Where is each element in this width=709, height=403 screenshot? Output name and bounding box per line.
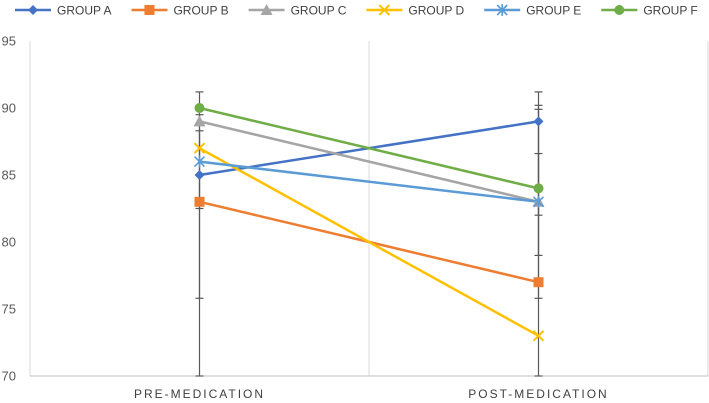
legend-item-group-c: GROUP C: [248, 4, 347, 18]
y-tick-label: 85: [2, 168, 16, 183]
series-markers: [193, 103, 545, 342]
series-line-group-e: [199, 160, 539, 204]
legend-marker: [28, 5, 38, 15]
data-point-group-e: [193, 155, 206, 168]
legend-item-group-d: GROUP D: [366, 4, 465, 18]
data-point-group-d: [193, 142, 206, 154]
data-point-group-a: [533, 116, 544, 127]
y-tick-label: 75: [2, 302, 16, 317]
series-lines: [198, 106, 540, 337]
series-line-group-c: [199, 120, 539, 204]
legend-marker: [144, 5, 155, 15]
x-category-label: PRE-MEDICATION: [134, 387, 265, 401]
x-category-label: POST-MEDICATION: [468, 387, 608, 401]
y-tick-label: 80: [2, 235, 16, 250]
y-axis-tick-labels: 70 75 80 85 90 95: [2, 34, 16, 384]
y-tick-label: 70: [2, 369, 16, 384]
legend-label: GROUP C: [291, 4, 347, 18]
marker-stroke: [532, 330, 545, 342]
legend-item-group-a: GROUP A: [15, 4, 111, 18]
y-tick-label: 95: [2, 34, 16, 49]
legend-label: GROUP B: [173, 4, 228, 18]
data-point-group-f: [194, 103, 205, 113]
data-point-group-b: [194, 196, 205, 207]
legend-item-group-b: GROUP B: [131, 4, 229, 18]
data-point-group-e: [532, 195, 545, 208]
legend-marker: [260, 4, 273, 15]
marker-stroke: [378, 4, 391, 16]
legend-label: GROUP D: [408, 4, 464, 18]
series-line-group-d: [198, 147, 540, 337]
x-axis-category-labels: PRE-MEDICATION POST-MEDICATION: [134, 387, 608, 401]
legend-item-group-e: GROUP E: [484, 4, 581, 18]
grid-lines: [29, 41, 709, 376]
y-tick-label: 90: [2, 101, 16, 116]
legend-item-group-f: GROUP F: [601, 4, 698, 18]
data-point-group-f: [533, 183, 544, 194]
legend: GROUP A GROUP B GROUP C GROUP D GROUP E GROUP…: [15, 4, 698, 18]
legend-marker: [378, 4, 391, 16]
legend-marker: [496, 4, 508, 16]
series-line-group-f: [199, 106, 539, 190]
data-point-group-d: [532, 330, 545, 342]
marker-stroke: [193, 142, 206, 154]
data-point-group-b: [533, 277, 544, 288]
data-point-group-c: [193, 115, 206, 127]
legend-label: GROUP F: [643, 4, 697, 18]
data-point-group-a: [194, 170, 205, 180]
legend-marker: [614, 5, 625, 15]
legend-label: GROUP A: [57, 4, 111, 18]
legend-label: GROUP E: [526, 4, 581, 18]
